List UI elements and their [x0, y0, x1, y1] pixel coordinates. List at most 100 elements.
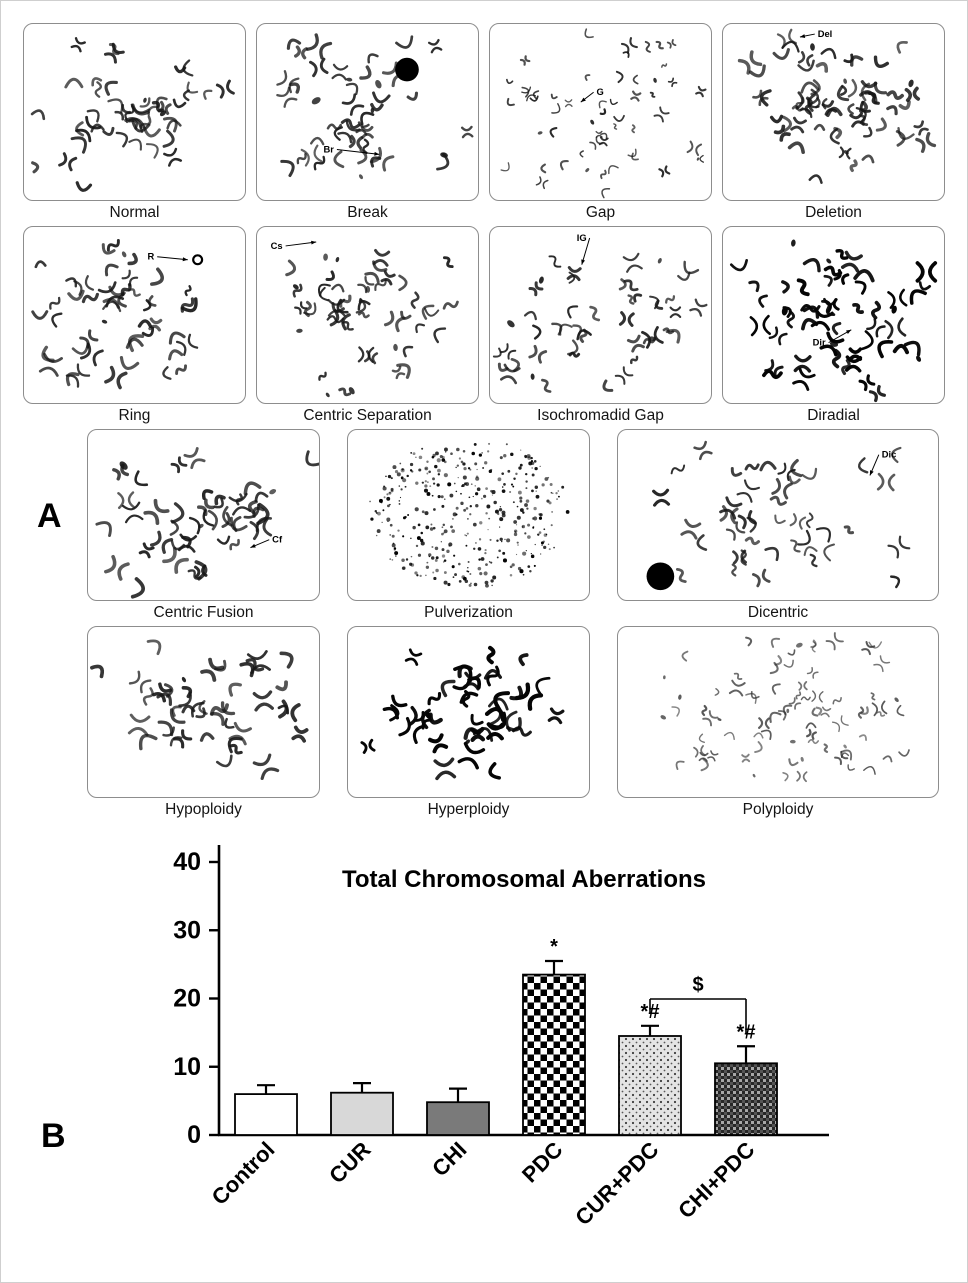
- pulverized-fragment: [519, 499, 523, 503]
- chromosome: [832, 697, 842, 705]
- chromosome: [138, 733, 158, 751]
- chromosome: [421, 304, 435, 320]
- chromosome: [622, 51, 630, 58]
- chromosome: [657, 258, 662, 264]
- micrograph-diradial: Dir Diradial: [722, 226, 945, 429]
- chromosome: [128, 334, 145, 353]
- pulverized-fragment: [440, 495, 444, 499]
- pulverized-fragment: [418, 468, 422, 472]
- pulverized-fragment: [388, 491, 392, 495]
- pulverized-fragment: [451, 529, 456, 533]
- chromosome: [497, 362, 509, 372]
- chromosome: [389, 704, 400, 722]
- pulverized-fragment: [457, 477, 459, 479]
- pulverized-fragment: [427, 481, 429, 483]
- chromosome: [782, 704, 793, 716]
- pulverized-fragment: [462, 449, 466, 453]
- chromosome: [796, 278, 810, 297]
- chromosome: [90, 664, 105, 679]
- pulverized-fragment: [531, 473, 535, 477]
- chromosome: [65, 363, 91, 388]
- pulverized-fragment: [509, 565, 513, 569]
- pulverized-fragment: [435, 556, 439, 560]
- pulverized-fragment: [483, 494, 487, 498]
- pulverized-fragment: [501, 472, 505, 476]
- chromosome: [363, 350, 379, 365]
- chromosome: [693, 440, 713, 461]
- chromosome: [162, 129, 175, 148]
- chromosome: [130, 577, 145, 599]
- pulverized-fragment: [515, 524, 518, 526]
- micrograph-caption: Break: [347, 204, 388, 221]
- chromosome: [701, 704, 708, 717]
- stain-blob: [646, 562, 675, 591]
- pulverized-fragment: [369, 500, 371, 503]
- pulverized-fragment: [483, 571, 488, 576]
- pulverized-fragment: [524, 532, 527, 535]
- chromosome-spread: Dic: [646, 440, 911, 591]
- pulverized-fragment: [530, 460, 534, 463]
- chromosome: [810, 79, 821, 96]
- chromosome: [338, 387, 352, 397]
- chromosome: [644, 40, 651, 53]
- pulverized-fragment: [455, 490, 458, 493]
- chromosome: [631, 152, 639, 161]
- pulverized-fragment: [402, 478, 407, 483]
- chromosome: [174, 65, 187, 74]
- panel-a-label: A: [37, 497, 62, 535]
- chromosome: [677, 271, 691, 281]
- chromosome: [119, 355, 140, 371]
- pulverized-fragment: [420, 531, 424, 535]
- pulverized-fragment: [401, 468, 404, 471]
- chromosome: [198, 523, 204, 529]
- pulverized-fragment: [533, 516, 538, 521]
- chromosome: [331, 283, 345, 293]
- chromosome: [843, 78, 847, 84]
- micrograph-deletion: Del Deletion: [722, 23, 945, 226]
- chromosome: [537, 131, 543, 135]
- chromosome: [915, 261, 938, 283]
- chromosome: [693, 745, 706, 758]
- pulverized-fragment: [468, 583, 472, 587]
- pulverized-fragment: [431, 455, 435, 459]
- chromosome: [296, 328, 303, 333]
- chromosome: [759, 460, 777, 472]
- chromosome: [898, 749, 910, 757]
- chromosome: [128, 138, 143, 151]
- pulverized-fragment: [426, 460, 429, 463]
- chromosome: [585, 168, 590, 173]
- chromosome: [486, 645, 496, 665]
- pulverized-fragment: [443, 559, 447, 562]
- chromosome: [618, 278, 627, 291]
- annotation-label: Dir: [813, 338, 826, 348]
- bar-cur: [330, 1091, 394, 1136]
- x-tick-label: CUR+PDC: [570, 1137, 663, 1230]
- pulverized-fragment: [428, 555, 431, 558]
- chromosome: [177, 533, 198, 553]
- chromosome: [891, 446, 902, 464]
- pulverized-fragment: [521, 526, 524, 528]
- chromosome: [749, 314, 771, 337]
- pulverized-fragment: [391, 543, 396, 548]
- chromosome: [631, 124, 636, 134]
- chromosome: [348, 387, 355, 395]
- chromosome: [781, 40, 800, 53]
- pulverized-fragment: [452, 512, 457, 517]
- chromosome: [499, 343, 517, 360]
- chromosome: [360, 125, 374, 139]
- chromosome: [131, 120, 151, 133]
- micrograph-gap: G Gap: [489, 23, 712, 226]
- chromosome: [758, 294, 768, 308]
- pulverized-fragment: [513, 532, 518, 537]
- pulverized-fragment: [434, 559, 438, 562]
- micrograph-caption: Diradial: [807, 407, 860, 424]
- chromosome: [370, 102, 384, 112]
- chromosome: [121, 251, 127, 258]
- pulverized-fragment: [472, 522, 477, 527]
- pulverized-fragment: [402, 566, 406, 570]
- chromosome: [104, 555, 130, 581]
- pulverized-fragment: [441, 526, 444, 529]
- chromosome: [698, 733, 705, 743]
- pulverized-fragment: [530, 554, 535, 559]
